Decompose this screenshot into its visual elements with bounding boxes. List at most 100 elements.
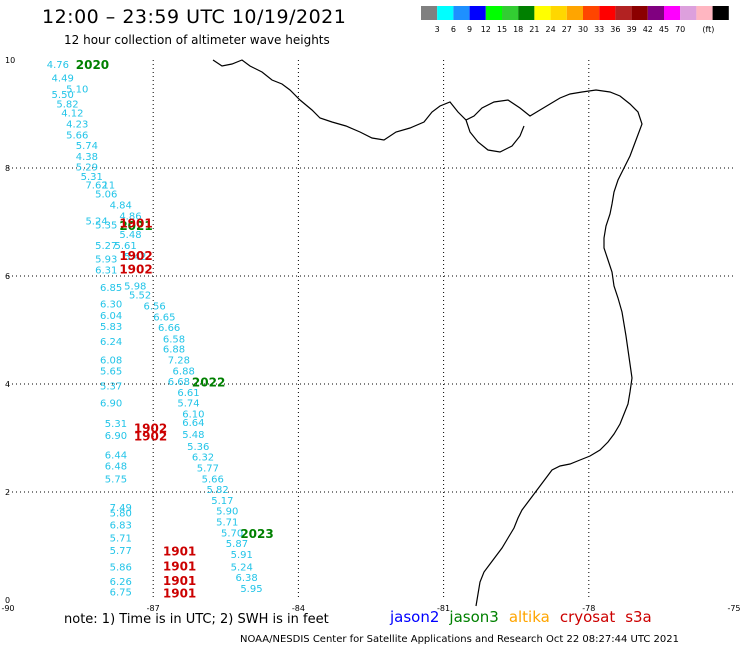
track-id-label: 2022 — [192, 376, 225, 390]
color-scale-label: 70 — [675, 25, 685, 34]
color-scale-label: 21 — [529, 25, 539, 34]
swh-value: 6.58 — [163, 334, 185, 345]
lon-tick-label: -81 — [437, 604, 450, 613]
color-swatch — [485, 6, 502, 20]
swh-value: 5.71 — [216, 517, 238, 528]
satellite-legend: jason2 jason3 altika cryosat s3a — [390, 608, 662, 626]
swh-value: 6.38 — [235, 573, 257, 584]
color-scale-label: 15 — [497, 25, 507, 34]
color-swatch — [550, 6, 567, 20]
lat-tick-label: 6 — [5, 272, 10, 281]
swh-value: 6.85 — [100, 283, 122, 294]
legend-item: jason2 — [390, 608, 440, 626]
swh-value: 5.95 — [240, 584, 262, 595]
color-scale-label: 9 — [467, 25, 472, 34]
swh-value: 5.98 — [124, 282, 146, 293]
swh-value: 5.74 — [177, 399, 199, 410]
swh-value: 6.32 — [192, 453, 214, 464]
swh-value: 5.66 — [202, 474, 224, 485]
swh-value: 6.30 — [100, 299, 122, 310]
lon-tick-label: -84 — [292, 604, 305, 613]
color-swatch — [712, 6, 729, 20]
lon-tick-label: -75 — [727, 604, 740, 613]
color-scale-label: 42 — [643, 25, 653, 34]
swh-value: 5.17 — [211, 496, 233, 507]
swh-value: 6.88 — [163, 345, 185, 356]
swh-value: 5.10 — [66, 84, 88, 95]
color-scale-label: 12 — [481, 25, 491, 34]
swh-value: 6.88 — [173, 366, 195, 377]
swh-value: 5.90 — [216, 507, 238, 518]
color-scale-label: 18 — [513, 25, 523, 34]
swh-value: 4.12 — [61, 109, 83, 120]
color-swatch — [631, 6, 648, 20]
swh-value: 5.93 — [95, 255, 117, 266]
swh-value: 6.10 — [182, 409, 204, 420]
swh-value: 5.31 — [81, 172, 103, 183]
legend-item: cryosat — [559, 608, 616, 626]
swh-value: 4.23 — [66, 120, 88, 131]
lat-tick-label: 0 — [5, 596, 10, 605]
swh-value: 6.48 — [105, 461, 127, 472]
swh-value: 11 — [102, 181, 115, 192]
swh-value: 4.76 — [47, 60, 69, 71]
legend-item: s3a — [625, 608, 652, 626]
track-id-label: 1901 — [119, 216, 152, 230]
swh-value: 5.87 — [226, 539, 248, 550]
swh-value: 5.86 — [110, 562, 132, 573]
color-swatch — [583, 6, 600, 20]
swh-value: 6.90 — [105, 431, 127, 442]
lon-tick-label: -90 — [1, 604, 14, 613]
color-swatch — [469, 6, 486, 20]
color-swatch — [421, 6, 438, 20]
swh-value: 6.90 — [100, 399, 122, 410]
swh-value: 5.24 — [231, 562, 253, 573]
swh-value: 6.64 — [182, 418, 204, 429]
lat-tick-label: 8 — [5, 164, 10, 173]
swh-value: 5.35 — [95, 220, 117, 231]
lat-tick-label: 10 — [5, 56, 15, 65]
swh-value: 5.06 — [95, 190, 117, 201]
track-id-label: 2023 — [240, 527, 273, 541]
track-id-label: 1902 — [134, 430, 167, 444]
color-scale-label: (ft) — [702, 25, 714, 34]
swh-value: 6.83 — [110, 521, 132, 532]
swh-value: 5.48 — [182, 430, 204, 441]
swh-value: 5.74 — [76, 141, 98, 152]
swh-value: 5.61 — [114, 241, 136, 252]
swh-value: 6.31 — [95, 265, 117, 276]
swh-value: 7.62 — [85, 181, 107, 192]
swh-value: 5.66 — [66, 130, 88, 141]
swh-value: 5.83 — [100, 322, 122, 333]
swh-value: 5.37 — [100, 381, 122, 392]
color-swatch — [518, 6, 535, 20]
color-swatch — [437, 6, 454, 20]
track-id-label: 1901 — [163, 574, 196, 588]
swh-value: 5.77 — [197, 463, 219, 474]
axis-tick-labels: -90 -87 -84 -81 -78 -75 0 2 4 6 8 10 — [1, 56, 740, 613]
swh-points: 4.764.495.105.505.824.124.235.665.744.38… — [47, 60, 263, 599]
swh-value: 6.56 — [144, 301, 166, 312]
swh-value: 5.24 — [85, 217, 107, 228]
swh-value: 5.27 — [95, 241, 117, 252]
track-labels: 2020202119011902190220221902190220231901… — [76, 58, 274, 600]
color-scale-label: 3 — [435, 25, 440, 34]
swh-value: 5.31 — [105, 419, 127, 430]
swh-value: 5.48 — [119, 230, 141, 241]
legend-item: altika — [508, 608, 550, 626]
color-swatch — [453, 6, 470, 20]
swh-value: 5.82 — [56, 100, 78, 111]
swh-value: 6.08 — [100, 355, 122, 366]
swh-value: 6.04 — [100, 311, 122, 322]
swh-value: 4.84 — [110, 201, 132, 212]
swh-value: 6.26 — [110, 577, 132, 588]
color-scale-label: 30 — [578, 25, 588, 34]
color-swatch — [566, 6, 583, 20]
color-swatch — [615, 6, 632, 20]
swh-value: 6.68 — [168, 377, 190, 388]
color-swatch — [502, 6, 519, 20]
color-swatch — [647, 6, 664, 20]
track-id-label: 1902 — [119, 262, 152, 276]
swh-value: 6.61 — [177, 388, 199, 399]
swh-value: 6.66 — [158, 323, 180, 334]
